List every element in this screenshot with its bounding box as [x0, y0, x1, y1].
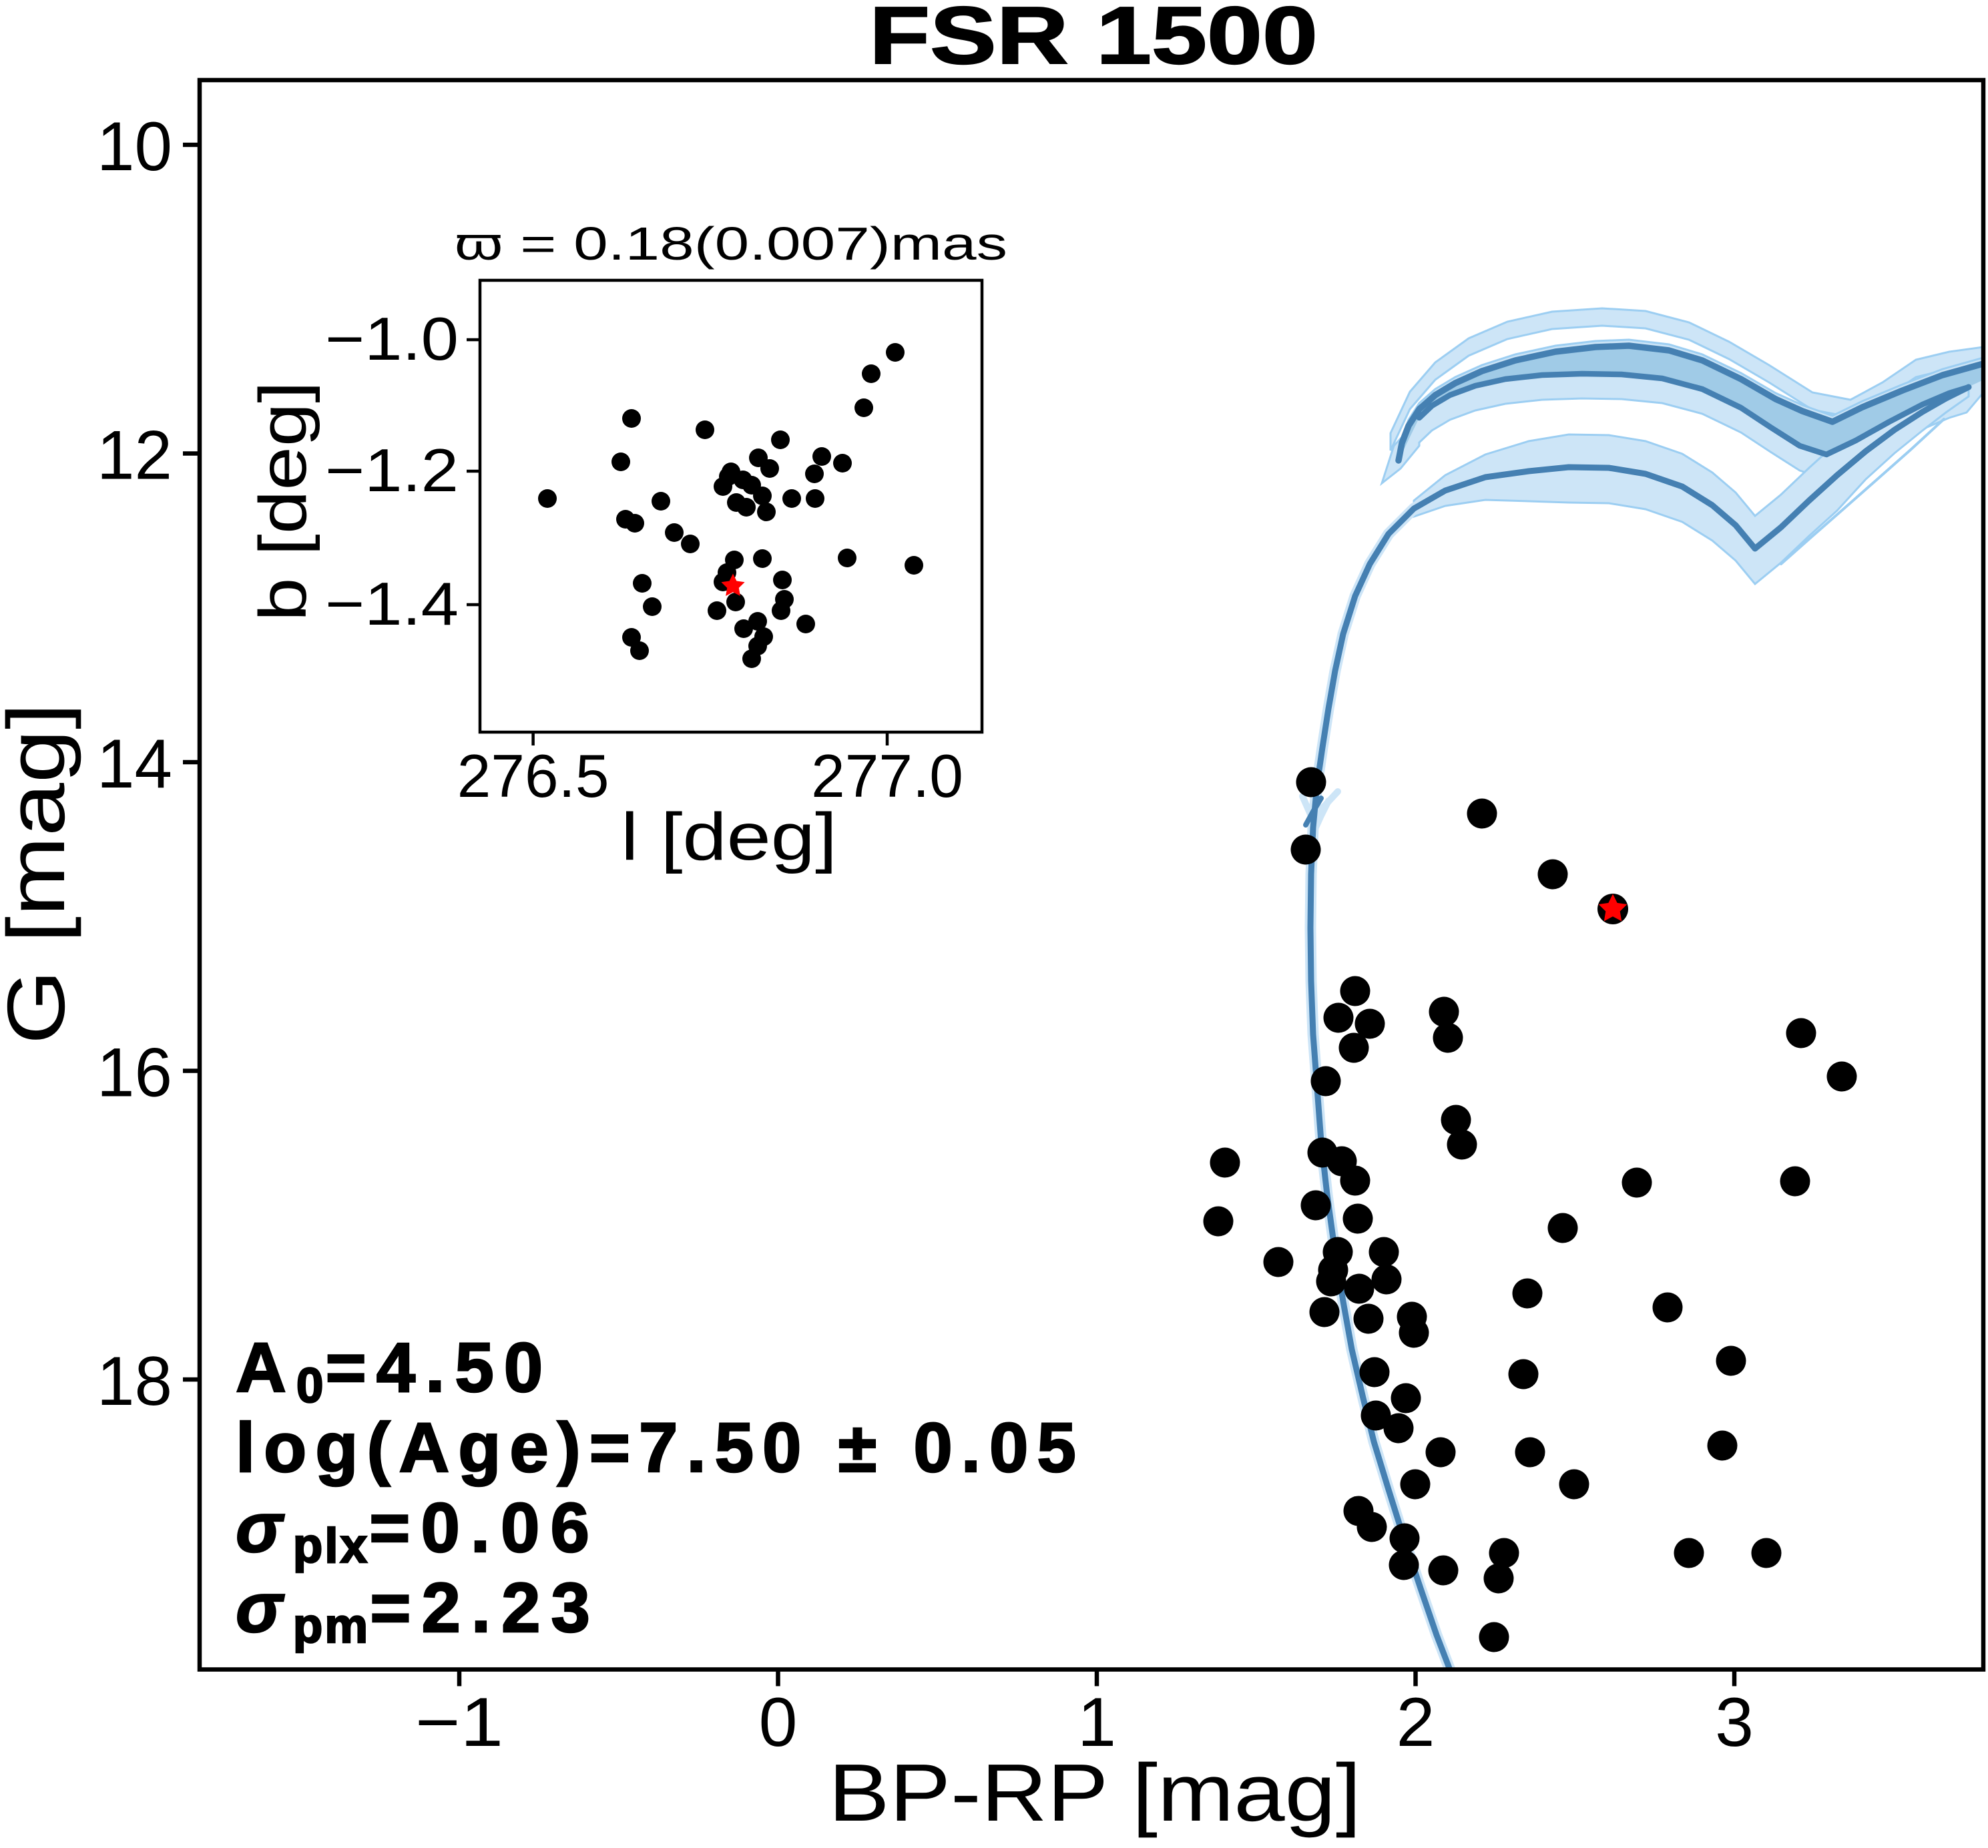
svg-text:FSR 1500: FSR 1500 — [869, 0, 1318, 81]
svg-text:277.0: 277.0 — [811, 743, 963, 810]
svg-text:b [deg]: b [deg] — [246, 381, 320, 621]
svg-text:ϖ = 0.18(0.007)mas: ϖ = 0.18(0.007)mas — [455, 218, 1007, 270]
svg-text:276.5: 276.5 — [457, 743, 609, 810]
svg-text:0: 0 — [759, 1684, 798, 1761]
svg-text:l [deg]: l [deg] — [621, 800, 837, 874]
svg-text:3: 3 — [1715, 1684, 1754, 1761]
svg-text:log(Age)=7.50 ± 0.05: log(Age)=7.50 ± 0.05 — [236, 1409, 1085, 1487]
svg-text:12: 12 — [97, 417, 172, 495]
svg-text:−1: −1 — [415, 1684, 503, 1761]
svg-text:1: 1 — [1077, 1684, 1116, 1761]
svg-text:14: 14 — [97, 725, 172, 803]
svg-text:−1.2: −1.2 — [325, 437, 459, 505]
svg-text:BP-RP [mag]: BP-RP [mag] — [828, 1747, 1361, 1838]
svg-text:A0=4.50: A0=4.50 — [236, 1329, 553, 1413]
svg-text:2: 2 — [1397, 1684, 1435, 1761]
svg-text:−1.4: −1.4 — [325, 571, 459, 638]
svg-text:10: 10 — [97, 108, 172, 186]
svg-text:σpm=2.23: σpm=2.23 — [236, 1569, 601, 1653]
svg-text:16: 16 — [97, 1034, 172, 1112]
svg-text:G [mag]: G [mag] — [0, 703, 81, 1044]
svg-text:18: 18 — [97, 1343, 172, 1420]
svg-text:−1.0: −1.0 — [325, 306, 459, 373]
svg-text:σplx=0.06: σplx=0.06 — [236, 1489, 600, 1573]
